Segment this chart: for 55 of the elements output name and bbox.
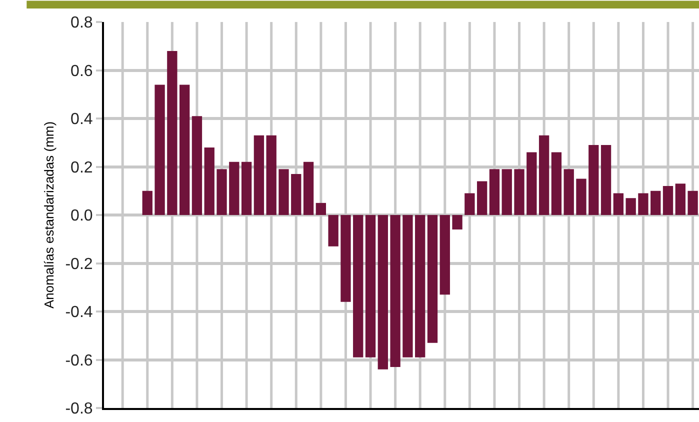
bar (390, 215, 400, 367)
y-tick-label: 0.6 (70, 62, 93, 80)
y-tick-label: 0.2 (70, 159, 93, 176)
bar (316, 202, 326, 215)
bar (638, 193, 648, 215)
bar (415, 215, 426, 358)
bar (303, 162, 314, 215)
bar (167, 50, 178, 215)
bar (551, 152, 562, 215)
bar (688, 190, 698, 215)
bar (588, 145, 599, 215)
y-tick-label: 0.8 (70, 14, 93, 32)
y-tick-label: -0.8 (65, 400, 93, 418)
bar (291, 174, 302, 215)
bar (476, 181, 488, 215)
bar (526, 152, 537, 215)
bar (254, 135, 264, 215)
bar (427, 215, 438, 343)
bar (179, 84, 190, 215)
bar (340, 215, 351, 302)
bar (564, 169, 574, 215)
bar (278, 169, 289, 215)
bar (154, 84, 165, 215)
bar (229, 162, 240, 215)
bar (538, 135, 550, 215)
bar (216, 169, 227, 215)
bar (440, 215, 450, 295)
bar (464, 193, 475, 215)
bar (576, 178, 586, 215)
bar (353, 215, 364, 358)
bar (662, 186, 674, 215)
bar (489, 169, 500, 215)
bar (675, 184, 686, 215)
bar (142, 190, 152, 215)
y-tick-label: -0.4 (65, 304, 93, 322)
bar (600, 145, 612, 215)
bar (452, 215, 462, 230)
y-tick-label: 0.0 (70, 208, 93, 225)
y-axis-title: Anomalías estandarizadas (mm) (42, 121, 57, 309)
y-tick-label: -0.2 (65, 256, 93, 273)
bar (626, 198, 636, 215)
bar (192, 116, 202, 215)
y-tick-label: -0.6 (65, 352, 93, 370)
bar (378, 215, 388, 370)
bar (328, 215, 338, 246)
bar (502, 169, 512, 215)
bar (266, 135, 276, 215)
bar (650, 190, 661, 215)
y-tick-label: 0.4 (70, 111, 93, 128)
bar (241, 162, 252, 215)
bar (613, 193, 624, 215)
bar (204, 147, 214, 215)
bar (365, 215, 376, 358)
bar (402, 215, 413, 358)
bar (514, 169, 524, 215)
